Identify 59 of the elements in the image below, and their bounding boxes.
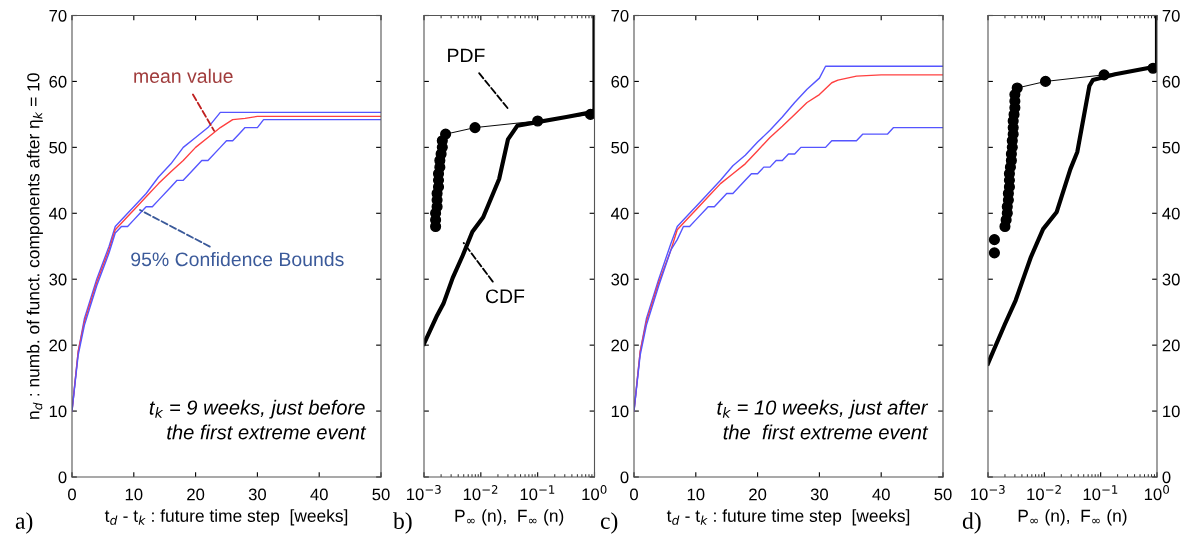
- x-tick-label: 10$^{−3}$: [971, 485, 1005, 501]
- y-tick-label: 60: [49, 75, 67, 88]
- x-tick-label: 10$^{−3}$: [407, 485, 441, 501]
- y-tick-label: 20: [611, 339, 629, 352]
- x-tick-label: 10: [125, 488, 143, 501]
- text: d): [962, 512, 981, 534]
- y-tick-label: 10: [49, 405, 67, 418]
- text: b): [393, 512, 412, 534]
- x-axis-title: t$_{d}$ - t$_{k}$ : future time step [weeks]: [666, 509, 910, 526]
- y-tick-label: 0: [620, 471, 629, 484]
- x-tick-label: 50: [934, 488, 952, 501]
- x-tick-label: 10$^{0}$: [582, 485, 607, 501]
- y-tick-label: 40: [48, 207, 67, 220]
- y-tick-label: 20: [1162, 339, 1180, 352]
- x-tick-label: 10: [687, 488, 705, 501]
- y-tick-label: 70: [611, 9, 629, 22]
- x-tick-label: 40: [310, 488, 328, 501]
- annotation: 95% Confidence Bounds: [131, 251, 344, 267]
- y-tick-label: 70: [49, 9, 67, 22]
- x-tick-label: 10$^{−1}$: [1083, 485, 1118, 501]
- y-tick-label: 60: [611, 75, 629, 88]
- x-axis-title: P$_{∞}$ (n), F$_{∞}$ (n): [455, 509, 564, 526]
- x-tick-label: 10$^{−2}$: [1027, 485, 1061, 501]
- y-tick-label: 50: [611, 141, 629, 154]
- y-tick-label: 40: [1162, 207, 1180, 220]
- y-tick-label: 10: [611, 405, 629, 418]
- annotation: CDF: [485, 289, 525, 304]
- x-tick-label: 30: [810, 488, 829, 501]
- x-tick-label: 20: [187, 488, 205, 501]
- text: c): [600, 512, 618, 534]
- x-tick-label: 0: [630, 488, 638, 501]
- y-axis-title: n$_{d}$ : numb. of funct. components after η$_{k}$ = 10: [26, 73, 43, 419]
- x-tick-label: 10$^{−2}$: [463, 485, 498, 501]
- annotation: mean value: [134, 68, 233, 84]
- y-tick-label: 0: [1162, 471, 1171, 484]
- x-tick-label: 50: [372, 488, 390, 501]
- x-tick-label: 10$^{0}$: [1144, 485, 1170, 501]
- x-tick-label: 40: [872, 488, 890, 501]
- y-tick-label: 10: [1163, 405, 1180, 418]
- y-tick-label: 30: [611, 273, 629, 286]
- y-tick-label: 30: [49, 273, 67, 286]
- y-tick-label: 40: [610, 207, 629, 220]
- annotation: t$_{k}$ = 9 weeks, just before the first extreme event: [149, 399, 367, 440]
- y-tick-label: 0: [58, 471, 67, 484]
- x-axis-title: P$_{∞}$ (n), F$_{∞}$ (n): [1018, 509, 1127, 526]
- x-tick-label: 0: [68, 488, 76, 501]
- annotation: PDF: [448, 48, 485, 63]
- x-tick-label: 30: [248, 488, 267, 501]
- y-tick-label: 70: [1162, 9, 1180, 22]
- text: a): [15, 512, 33, 534]
- x-axis-title: t$_{d}$ - t$_{k}$ : future time step [weeks]: [104, 509, 348, 526]
- y-tick-label: 50: [1162, 141, 1180, 154]
- x-tick-label: 20: [749, 488, 767, 501]
- y-tick-label: 50: [49, 141, 67, 154]
- y-tick-label: 60: [1162, 75, 1180, 88]
- annotation: t$_{k}$ = 10 weeks, just after the first extreme event: [717, 399, 929, 440]
- y-tick-label: 30: [1162, 273, 1180, 286]
- x-tick-label: 10$^{−1}$: [520, 485, 555, 501]
- y-tick-label: 20: [49, 339, 67, 352]
